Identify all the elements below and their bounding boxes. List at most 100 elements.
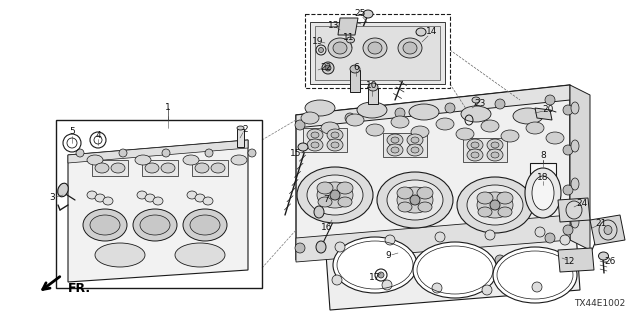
Polygon shape bbox=[590, 215, 625, 245]
Ellipse shape bbox=[330, 190, 340, 200]
Polygon shape bbox=[558, 198, 590, 222]
Ellipse shape bbox=[95, 194, 105, 202]
Polygon shape bbox=[535, 108, 552, 120]
Ellipse shape bbox=[545, 233, 555, 243]
Ellipse shape bbox=[145, 194, 155, 202]
Ellipse shape bbox=[377, 172, 453, 228]
Ellipse shape bbox=[95, 163, 109, 173]
Ellipse shape bbox=[395, 108, 405, 118]
Ellipse shape bbox=[161, 163, 175, 173]
Ellipse shape bbox=[598, 252, 609, 260]
Ellipse shape bbox=[411, 137, 419, 143]
Ellipse shape bbox=[490, 200, 500, 210]
Ellipse shape bbox=[482, 285, 492, 295]
Ellipse shape bbox=[195, 163, 209, 173]
Text: 21: 21 bbox=[595, 220, 607, 228]
Ellipse shape bbox=[407, 134, 423, 146]
Ellipse shape bbox=[368, 83, 378, 91]
Text: 5: 5 bbox=[69, 127, 75, 137]
Ellipse shape bbox=[467, 139, 483, 151]
Text: 14: 14 bbox=[426, 28, 438, 36]
Text: 2: 2 bbox=[242, 124, 248, 133]
Ellipse shape bbox=[331, 142, 339, 148]
Ellipse shape bbox=[485, 230, 495, 240]
Text: 18: 18 bbox=[537, 173, 548, 182]
Polygon shape bbox=[296, 215, 570, 262]
Ellipse shape bbox=[546, 132, 564, 144]
Ellipse shape bbox=[145, 163, 159, 173]
Bar bbox=[92, 160, 128, 176]
Ellipse shape bbox=[135, 155, 151, 165]
Polygon shape bbox=[315, 26, 440, 80]
Ellipse shape bbox=[345, 113, 355, 123]
Ellipse shape bbox=[190, 215, 220, 235]
Ellipse shape bbox=[111, 163, 125, 173]
Ellipse shape bbox=[363, 38, 387, 58]
Ellipse shape bbox=[387, 144, 403, 156]
Ellipse shape bbox=[231, 155, 247, 165]
Ellipse shape bbox=[137, 191, 147, 199]
Bar bbox=[350, 70, 360, 92]
Ellipse shape bbox=[495, 99, 505, 109]
Ellipse shape bbox=[604, 226, 612, 235]
Ellipse shape bbox=[195, 194, 205, 202]
Text: 1: 1 bbox=[165, 103, 171, 113]
Ellipse shape bbox=[328, 38, 352, 58]
Ellipse shape bbox=[295, 120, 305, 130]
Ellipse shape bbox=[532, 176, 554, 210]
Ellipse shape bbox=[491, 142, 499, 148]
Ellipse shape bbox=[495, 255, 505, 265]
Text: 16: 16 bbox=[321, 223, 333, 233]
Ellipse shape bbox=[535, 227, 545, 237]
Ellipse shape bbox=[525, 168, 561, 218]
Ellipse shape bbox=[345, 247, 355, 257]
Ellipse shape bbox=[237, 126, 244, 130]
Text: 19: 19 bbox=[312, 36, 324, 45]
Text: FR.: FR. bbox=[68, 282, 91, 294]
Ellipse shape bbox=[409, 104, 439, 120]
Text: 6: 6 bbox=[353, 62, 359, 71]
Ellipse shape bbox=[133, 209, 177, 241]
Ellipse shape bbox=[560, 235, 570, 245]
Ellipse shape bbox=[385, 235, 395, 245]
Ellipse shape bbox=[526, 122, 544, 134]
Bar bbox=[303, 128, 347, 152]
Ellipse shape bbox=[205, 149, 213, 157]
Ellipse shape bbox=[333, 237, 417, 293]
Ellipse shape bbox=[76, 149, 84, 157]
Ellipse shape bbox=[435, 232, 445, 242]
Bar bbox=[237, 129, 244, 147]
Ellipse shape bbox=[467, 149, 483, 161]
Ellipse shape bbox=[477, 192, 493, 204]
Ellipse shape bbox=[571, 178, 579, 190]
Ellipse shape bbox=[545, 95, 555, 105]
Bar bbox=[192, 160, 228, 176]
Bar bbox=[142, 160, 178, 176]
Ellipse shape bbox=[501, 130, 519, 142]
Text: 13: 13 bbox=[328, 20, 340, 29]
Ellipse shape bbox=[432, 283, 442, 293]
Text: 7: 7 bbox=[323, 196, 329, 204]
Ellipse shape bbox=[325, 65, 331, 71]
Ellipse shape bbox=[391, 116, 409, 128]
Ellipse shape bbox=[317, 182, 353, 208]
Bar bbox=[368, 88, 378, 104]
Ellipse shape bbox=[403, 42, 417, 54]
Ellipse shape bbox=[498, 207, 512, 217]
Text: 3: 3 bbox=[49, 194, 55, 203]
Bar bbox=[383, 133, 427, 157]
Ellipse shape bbox=[87, 191, 97, 199]
Ellipse shape bbox=[307, 175, 363, 215]
Ellipse shape bbox=[397, 187, 433, 213]
Ellipse shape bbox=[467, 185, 523, 225]
Ellipse shape bbox=[368, 42, 382, 54]
Ellipse shape bbox=[248, 149, 256, 157]
Ellipse shape bbox=[316, 241, 326, 253]
Ellipse shape bbox=[83, 209, 127, 241]
Text: 15: 15 bbox=[291, 148, 301, 157]
Polygon shape bbox=[570, 85, 590, 250]
Bar bbox=[305, 14, 450, 88]
Text: 11: 11 bbox=[343, 34, 355, 43]
Text: 8: 8 bbox=[540, 150, 546, 159]
Ellipse shape bbox=[487, 149, 503, 161]
